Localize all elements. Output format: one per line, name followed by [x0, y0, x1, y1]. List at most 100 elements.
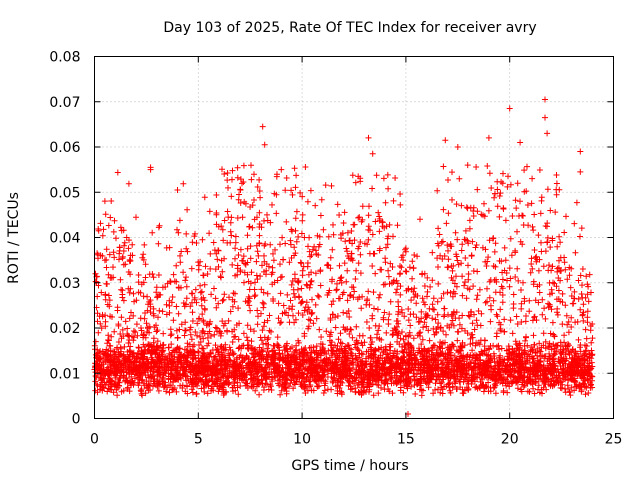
data-point — [449, 383, 456, 390]
data-point — [239, 257, 245, 264]
data-point — [378, 266, 385, 273]
data-point — [119, 326, 126, 333]
data-point — [291, 271, 298, 278]
data-point — [200, 318, 207, 325]
data-point — [245, 298, 252, 305]
data-point — [397, 201, 404, 208]
data-point — [466, 217, 473, 224]
data-point — [585, 283, 592, 290]
data-point — [413, 300, 420, 307]
data-point — [488, 185, 495, 191]
data-point — [432, 380, 439, 387]
data-point — [338, 358, 345, 365]
data-point — [430, 295, 437, 302]
data-point — [563, 312, 570, 319]
data-point — [467, 341, 474, 348]
data-point — [414, 332, 421, 339]
data-point — [425, 327, 432, 334]
data-point — [111, 217, 118, 224]
data-point — [527, 269, 534, 276]
data-point — [266, 327, 273, 334]
data-point — [269, 201, 275, 208]
data-point — [587, 327, 594, 334]
data-point — [520, 212, 526, 219]
data-point — [234, 164, 241, 171]
data-point — [248, 269, 255, 276]
data-point — [177, 252, 183, 259]
data-point — [155, 272, 162, 278]
data-point — [227, 308, 234, 315]
data-point — [226, 344, 233, 351]
data-point — [535, 267, 542, 274]
data-point — [101, 198, 108, 205]
data-point — [549, 263, 556, 270]
data-point — [110, 264, 116, 271]
data-point — [280, 256, 287, 263]
data-point — [492, 240, 499, 247]
data-point — [214, 256, 221, 263]
data-point — [166, 302, 173, 309]
data-point — [118, 314, 125, 321]
data-point — [259, 299, 266, 306]
data-point — [95, 329, 102, 336]
data-point — [221, 217, 228, 224]
data-point — [97, 220, 104, 227]
data-point — [94, 293, 101, 300]
data-point — [574, 318, 581, 325]
data-point — [393, 289, 399, 296]
data-point — [394, 318, 401, 324]
data-point — [218, 274, 224, 281]
data-point — [177, 259, 184, 266]
data-point — [582, 326, 589, 333]
data-point — [493, 311, 500, 318]
data-point — [472, 342, 479, 349]
data-point — [182, 277, 189, 284]
data-point — [392, 175, 399, 181]
data-point — [102, 211, 109, 218]
data-point — [530, 278, 537, 285]
data-point — [378, 344, 385, 351]
data-point — [518, 300, 525, 307]
data-point — [197, 289, 204, 296]
data-point — [337, 330, 344, 337]
data-point — [118, 286, 125, 293]
data-point — [443, 331, 449, 338]
data-point — [256, 176, 263, 183]
data-point — [110, 228, 117, 235]
data-point — [299, 312, 306, 318]
data-point — [313, 343, 320, 350]
data-point — [200, 335, 207, 342]
data-point — [239, 342, 246, 349]
data-point — [317, 212, 324, 219]
data-point — [175, 229, 182, 236]
data-point — [140, 256, 147, 263]
data-point — [341, 209, 348, 216]
data-point — [449, 169, 455, 176]
data-point — [531, 211, 538, 218]
data-point — [579, 282, 585, 289]
data-point — [298, 260, 305, 267]
data-point — [468, 252, 475, 259]
data-point — [125, 180, 132, 187]
data-point — [446, 384, 453, 391]
data-point — [487, 302, 494, 309]
data-point — [198, 288, 205, 295]
data-point — [366, 250, 373, 257]
data-point — [454, 337, 461, 344]
data-point — [130, 337, 137, 344]
data-point — [103, 264, 110, 271]
data-point — [105, 337, 111, 343]
data-point — [234, 262, 241, 269]
data-point — [355, 214, 362, 221]
data-point — [129, 252, 136, 259]
data-point — [232, 233, 239, 240]
data-point — [438, 295, 445, 302]
data-point — [577, 233, 583, 240]
data-point — [513, 313, 520, 320]
data-point — [538, 197, 545, 204]
data-point — [366, 325, 373, 331]
data-point — [479, 244, 486, 251]
data-point — [427, 283, 434, 290]
data-point — [170, 317, 177, 324]
data-point — [589, 373, 596, 380]
